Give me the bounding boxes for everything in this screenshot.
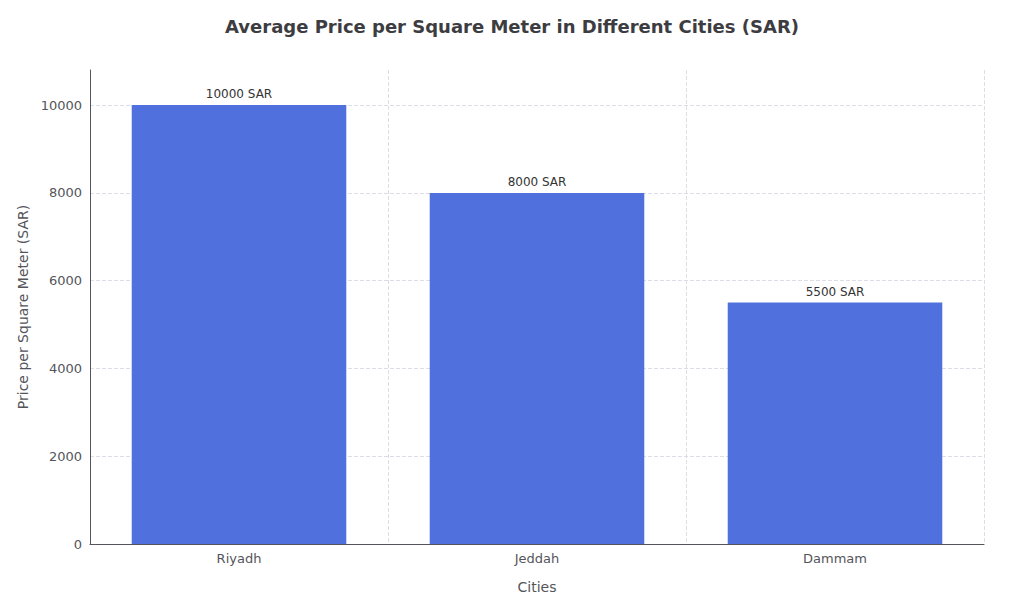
- svg-text:Jeddah: Jeddah: [514, 551, 560, 566]
- svg-text:Cities: Cities: [518, 579, 557, 595]
- svg-text:10000 SAR: 10000 SAR: [206, 87, 272, 101]
- svg-text:5500 SAR: 5500 SAR: [806, 285, 865, 299]
- svg-text:6000: 6000: [49, 273, 82, 288]
- svg-text:Dammam: Dammam: [803, 551, 867, 566]
- svg-text:8000: 8000: [49, 185, 82, 200]
- svg-text:8000 SAR: 8000 SAR: [508, 175, 567, 189]
- svg-text:2000: 2000: [49, 449, 82, 464]
- svg-text:4000: 4000: [49, 361, 82, 376]
- svg-text:Average Price per Square Meter: Average Price per Square Meter in Differ…: [225, 16, 799, 37]
- svg-text:0: 0: [74, 537, 82, 552]
- svg-text:10000: 10000: [41, 98, 82, 113]
- svg-text:Riyadh: Riyadh: [217, 551, 262, 566]
- svg-text:Price per Square Meter (SAR): Price per Square Meter (SAR): [15, 205, 31, 409]
